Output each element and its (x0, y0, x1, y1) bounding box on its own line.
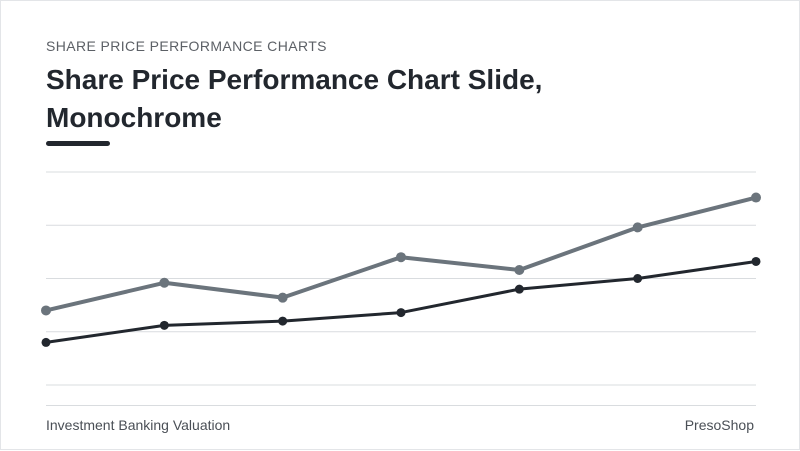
series-1-point-7 (751, 192, 761, 203)
series-1-point-2 (159, 277, 170, 288)
series-1-point-6 (632, 222, 643, 233)
footer-divider (46, 405, 756, 406)
series-2-point-2 (159, 320, 169, 330)
title-accent-bar (46, 141, 110, 146)
footer-source-label: Investment Banking Valuation (46, 417, 231, 433)
series-1-point-4 (396, 252, 406, 263)
series-2-point-6 (633, 274, 643, 283)
slide-title: Share Price Performance Chart Slide, Mon… (46, 64, 543, 133)
series-2-point-4 (396, 308, 406, 318)
series-2-point-7 (751, 256, 761, 266)
series-1-point-5 (514, 264, 525, 275)
series-1-point-1 (41, 305, 51, 316)
series-line-2 (45, 259, 757, 344)
series-2-point-3 (278, 316, 288, 326)
series-2-point-5 (514, 284, 524, 294)
series-2-point-1 (41, 337, 51, 347)
eyebrow-label: SHARE PRICE PERFORMANCE CHARTS (46, 38, 327, 54)
series-1-point-3 (277, 292, 288, 303)
footer-brand-label: PresoShop (684, 417, 754, 433)
